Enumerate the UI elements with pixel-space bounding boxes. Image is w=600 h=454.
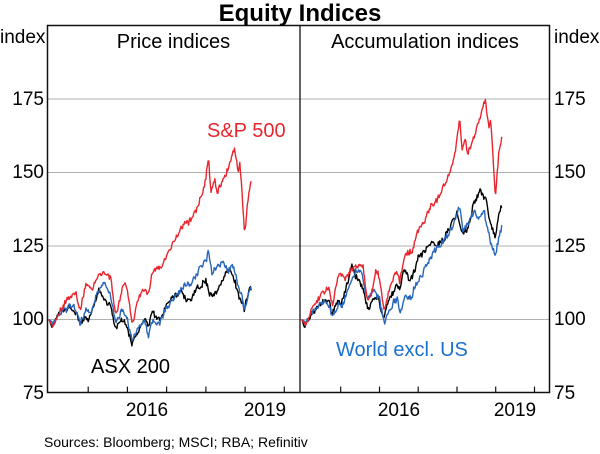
series-label-world-excl-us: World excl. US [336, 339, 468, 361]
y-axis-unit-left: index [0, 27, 46, 48]
y-tick-label-right: 125 [554, 236, 586, 257]
panel-title-accumulation: Accumulation indices [331, 31, 519, 53]
sources-note: Sources: Bloomberg; MSCI; RBA; Refinitiv [44, 434, 308, 450]
y-tick-label-right: 100 [554, 309, 586, 330]
series-label-asx200: ASX 200 [91, 356, 170, 378]
chart-title: Equity Indices [218, 0, 382, 27]
y-tick-label-left: 125 [12, 236, 44, 257]
x-tick-label: 2016 [125, 400, 169, 421]
y-tick-label-right: 150 [554, 162, 586, 183]
x-tick-label: 2019 [493, 400, 537, 421]
panel-title-price: Price indices [116, 31, 231, 53]
x-tick-label: 2016 [377, 400, 421, 421]
x-tick-label: 2019 [243, 400, 287, 421]
series-label-sp500: S&P 500 [207, 120, 286, 142]
y-tick-label-right: 175 [554, 89, 586, 110]
y-tick-label-left: 175 [12, 89, 44, 110]
y-tick-label-left: 100 [12, 309, 44, 330]
y-tick-label-right: 75 [554, 383, 576, 404]
y-axis-unit-right: index [554, 27, 600, 48]
y-tick-label-left: 75 [22, 383, 44, 404]
y-tick-label-left: 150 [12, 162, 44, 183]
